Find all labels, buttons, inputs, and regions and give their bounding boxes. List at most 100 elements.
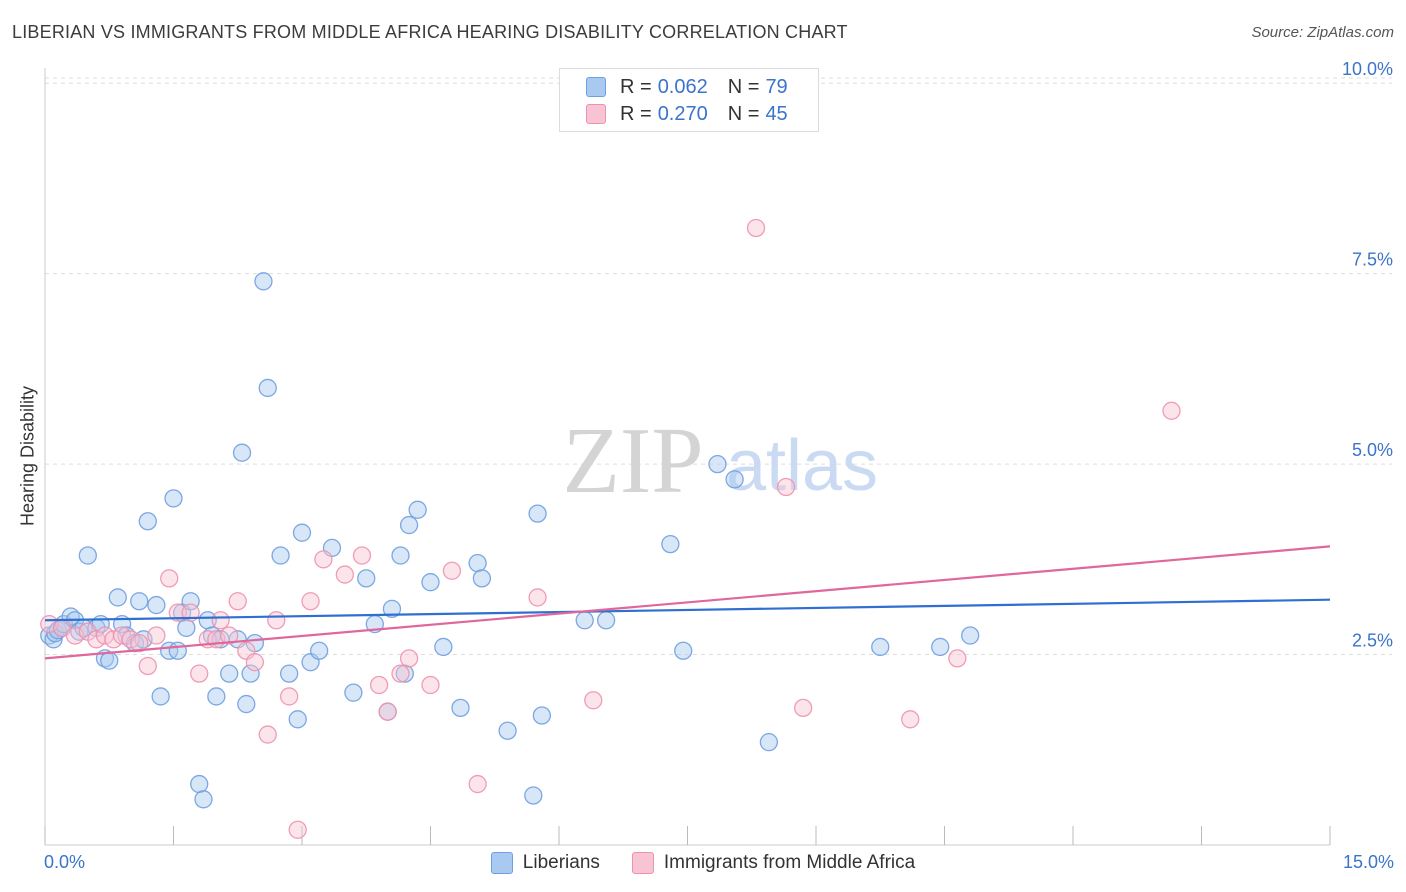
point-liberians <box>254 272 273 291</box>
point-liberians <box>382 599 402 619</box>
point-liberians <box>309 641 329 660</box>
series-legend-item-liberians: Liberians <box>490 852 600 874</box>
point-middle-africa <box>190 664 209 683</box>
point-liberians <box>292 523 312 542</box>
legend-r-label: R = <box>620 102 652 125</box>
point-liberians <box>931 637 950 657</box>
point-middle-africa <box>147 626 166 645</box>
legend-swatch-middle-africa <box>586 104 606 124</box>
point-middle-africa <box>746 218 766 238</box>
point-liberians <box>237 694 256 714</box>
grid-lines <box>45 77 1392 656</box>
watermark-atlas: atlas <box>726 426 878 506</box>
x-axis-max-label: 15.0% <box>1342 852 1394 872</box>
y-tick-label: 7.5% <box>1352 250 1393 270</box>
point-liberians <box>288 710 307 729</box>
point-middle-africa <box>258 725 277 744</box>
point-liberians <box>524 786 543 805</box>
point-middle-africa <box>211 611 230 630</box>
point-middle-africa <box>335 565 354 584</box>
point-liberians <box>108 588 127 607</box>
axes <box>44 68 1331 846</box>
series-legend-item-middle-africa: Immigrants from Middle Africa <box>631 852 916 874</box>
point-liberians <box>472 569 492 588</box>
point-middle-africa <box>901 710 920 729</box>
point-liberians <box>575 611 594 630</box>
point-liberians <box>241 664 260 683</box>
point-middle-africa <box>442 561 462 580</box>
point-middle-africa <box>220 626 239 645</box>
y-axis-label: Hearing Disability <box>17 385 38 527</box>
point-liberians <box>138 512 157 531</box>
series-name-liberians: Liberians <box>522 852 600 873</box>
point-liberians <box>151 687 170 706</box>
point-liberians <box>725 470 744 489</box>
point-liberians <box>190 774 209 794</box>
point-liberians <box>408 500 427 519</box>
legend-r-value: 0.062 <box>657 75 708 98</box>
point-liberians <box>871 637 890 657</box>
source-label: Source: ZipAtlas.com <box>1251 24 1394 41</box>
correlation-legend: R = 0.062 N = 79 R = 0.270 N = 45 <box>559 68 819 132</box>
legend-r-label: R = <box>620 75 652 98</box>
legend-row-middle-africa: R = 0.270 N = 45 <box>586 101 808 127</box>
point-liberians <box>344 683 363 702</box>
point-middle-africa <box>168 603 187 622</box>
legend-n-label: N = <box>727 102 760 125</box>
series-legend: Liberians Immigrants from Middle Africa <box>0 852 1406 874</box>
point-liberians <box>232 443 252 462</box>
point-middle-africa <box>301 592 320 611</box>
trend-lines <box>44 545 1331 660</box>
y-tick-label: 5.0% <box>1352 440 1393 460</box>
point-middle-africa <box>584 691 603 710</box>
point-middle-africa <box>288 820 307 839</box>
point-liberians <box>468 553 487 573</box>
point-liberians <box>194 790 213 809</box>
point-middle-africa <box>794 698 813 718</box>
point-middle-africa <box>399 649 419 668</box>
series-swatch-middle-africa <box>631 852 654 874</box>
point-liberians <box>708 454 727 474</box>
point-liberians <box>220 664 239 683</box>
series-swatch-liberians <box>490 852 513 874</box>
watermark: ZIP atlas <box>563 409 879 513</box>
point-liberians <box>78 546 97 565</box>
point-liberians <box>532 706 552 725</box>
point-middle-africa <box>948 649 967 668</box>
point-liberians <box>271 546 290 565</box>
point-middle-africa <box>468 774 487 794</box>
point-middle-africa <box>228 592 247 611</box>
point-liberians <box>961 626 980 645</box>
point-middle-africa <box>421 675 440 695</box>
point-middle-africa <box>160 569 179 588</box>
point-middle-africa <box>378 702 397 721</box>
point-liberians <box>399 515 419 535</box>
trend-line-liberians <box>44 598 1331 622</box>
y-tick-label: 10.0% <box>1342 59 1393 79</box>
point-liberians <box>421 573 440 592</box>
y-tick-label: 2.5% <box>1352 631 1393 651</box>
point-liberians <box>759 733 779 752</box>
point-liberians <box>451 698 470 718</box>
point-middle-africa <box>776 477 796 497</box>
series-name-middle-africa: Immigrants from Middle Africa <box>663 852 916 873</box>
trend-line-middle-africa <box>44 545 1331 660</box>
point-liberians <box>168 641 187 660</box>
point-liberians <box>661 534 680 554</box>
point-liberians <box>279 664 299 683</box>
watermark-zip: ZIP <box>563 409 704 513</box>
point-liberians <box>147 595 166 615</box>
point-liberians <box>177 618 196 638</box>
point-middle-africa <box>1162 401 1181 420</box>
point-middle-africa <box>279 687 299 706</box>
data-points <box>40 218 1181 839</box>
legend-n-label: N = <box>727 75 760 98</box>
point-middle-africa <box>369 675 389 695</box>
point-middle-africa <box>391 664 410 683</box>
point-liberians <box>528 504 547 523</box>
point-liberians <box>391 546 410 565</box>
point-middle-africa <box>138 656 157 676</box>
point-liberians <box>357 569 376 588</box>
point-middle-africa <box>314 550 333 569</box>
